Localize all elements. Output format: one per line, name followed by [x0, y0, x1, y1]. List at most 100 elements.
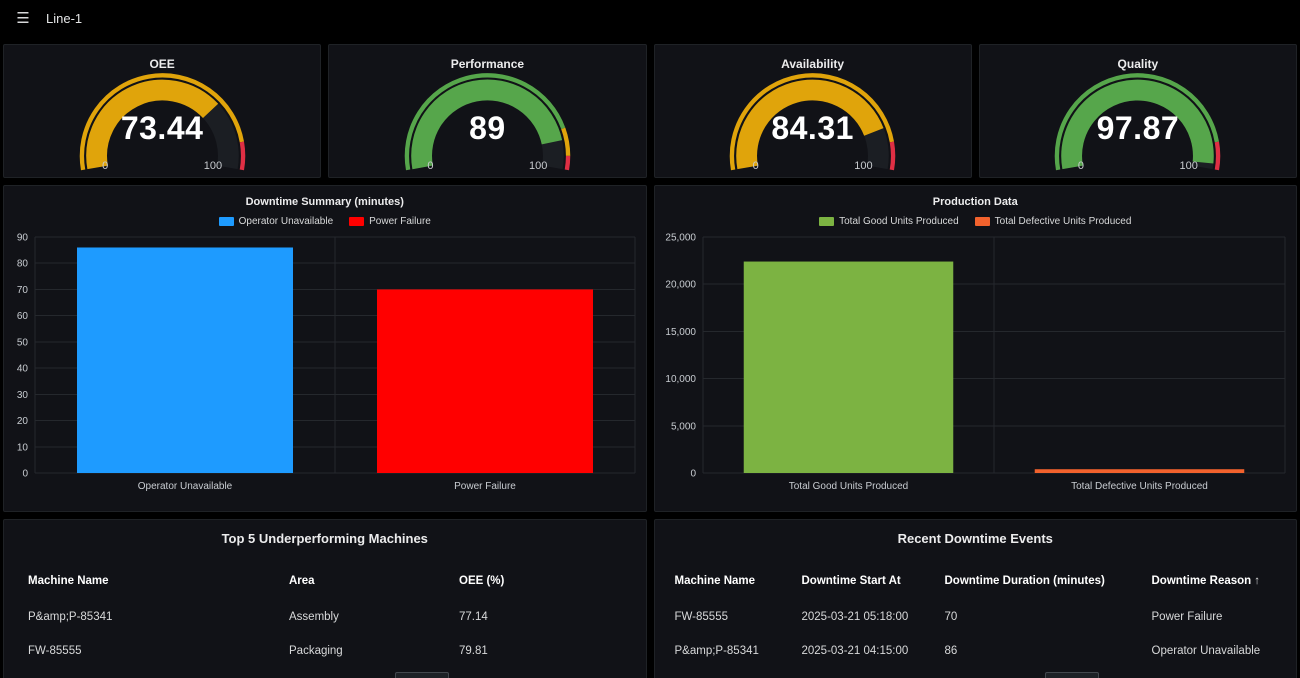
svg-text:25,000: 25,000: [666, 233, 697, 244]
column-header-label: Downtime Reason: [1151, 575, 1252, 587]
panel-recent-downtime-events: Recent Downtime Events Machine Name Down…: [653, 519, 1297, 678]
column-header-oee[interactable]: OEE (%): [459, 575, 505, 587]
panel-production-data: Production Data Total Good Units Produce…: [653, 185, 1297, 512]
svg-text:Power Failure: Power Failure: [454, 481, 516, 492]
dashboard-title[interactable]: Line-1: [46, 10, 83, 26]
quality-gauge-value: 97.87: [1096, 110, 1180, 146]
cell-oee: 77.14: [459, 611, 488, 623]
svg-text:30: 30: [17, 390, 29, 401]
gauge-max-label: 100: [529, 160, 548, 172]
cell-downtime-start: 2025-03-21 04:15:00: [801, 645, 909, 657]
cell-downtime-start: 2025-03-21 05:18:00: [801, 611, 909, 623]
panel-title[interactable]: Performance: [450, 57, 525, 71]
table-pagination-button[interactable]: [1045, 672, 1100, 678]
table-row: FW-85555 2025-03-21 05:18:00 70 Power Fa…: [655, 600, 1297, 634]
cell-oee: 79.81: [459, 645, 488, 657]
performance-gauge-value: 89: [469, 110, 506, 146]
performance-gauge-arc: [404, 73, 571, 171]
cell-downtime-duration: 86: [944, 645, 958, 657]
gauge-min-label: 0: [1077, 160, 1084, 172]
column-header-machine-name[interactable]: Machine Name: [28, 575, 109, 587]
svg-text:10: 10: [17, 442, 29, 453]
column-header-machine-name[interactable]: Machine Name: [674, 575, 756, 587]
panel-title[interactable]: Recent Downtime Events: [897, 531, 1053, 546]
cell-downtime-reason: Power Failure: [1151, 611, 1223, 623]
svg-text:20,000: 20,000: [666, 280, 697, 291]
panel-title[interactable]: Production Data: [932, 196, 1018, 208]
legend-item-defective-units[interactable]: Total Defective Units Produced: [974, 216, 1132, 227]
svg-text:Total Defective Units Produced: Total Defective Units Produced: [1071, 481, 1208, 492]
panel-oee: OEE 73.44 0 100: [3, 44, 322, 178]
app-header: ☰ Line-1: [0, 0, 1300, 36]
svg-text:70: 70: [17, 285, 29, 296]
gauge-min-label: 0: [752, 160, 759, 172]
oee-gauge: 73.44 0 100: [4, 71, 320, 177]
table-row: P&amp;P-85341 Assembly 77.14: [4, 600, 646, 634]
svg-text:80: 80: [17, 259, 29, 270]
svg-text:20: 20: [17, 416, 29, 427]
legend-item-good-units[interactable]: Total Good Units Produced: [819, 216, 959, 227]
availability-gauge-value: 84.31: [771, 110, 854, 146]
panel-quality: Quality 97.87 0 100: [978, 44, 1297, 178]
legend-label: Total Defective Units Produced: [994, 216, 1132, 227]
downtime-events-table: Machine Name Downtime Start At Downtime …: [655, 562, 1297, 668]
svg-text:90: 90: [17, 233, 29, 244]
cell-machine-name: FW-85555: [28, 645, 82, 657]
cell-downtime-reason: Operator Unavailable: [1151, 645, 1261, 657]
svg-text:10,000: 10,000: [666, 374, 697, 385]
cell-downtime-duration: 70: [944, 611, 958, 623]
legend-swatch-icon: [974, 217, 990, 226]
production-bar-chart: 0 5,000 10,000 15,000 20,000 25,000 Total Good…: [666, 233, 1286, 492]
gauge-max-label: 100: [854, 160, 873, 172]
machines-table: Machine Name Area OEE (%) P&amp;P-85341 …: [4, 562, 646, 668]
panel-availability: Availability 84.31 0 100: [653, 44, 972, 178]
gauge-min-label: 0: [102, 160, 109, 172]
cell-machine-name: P&amp;P-85341: [28, 611, 113, 623]
table-row: FW-85555 Packaging 79.81: [4, 634, 646, 668]
panel-title[interactable]: Downtime Summary (minutes): [245, 196, 404, 208]
svg-text:0: 0: [22, 469, 28, 480]
cell-machine-name: P&amp;P-85341: [674, 645, 759, 657]
sort-ascending-icon: ↑: [1254, 575, 1260, 587]
svg-text:40: 40: [17, 364, 29, 375]
table-pagination-button[interactable]: [394, 672, 449, 678]
column-header-downtime-reason[interactable]: Downtime Reason ↑: [1152, 575, 1287, 587]
gauge-max-label: 100: [203, 160, 223, 172]
panel-downtime-summary: Downtime Summary (minutes) Operator Unav…: [3, 185, 647, 512]
performance-gauge: 89 0 100: [329, 71, 645, 177]
chart-legend: Total Good Units Produced Total Defectiv…: [655, 216, 1297, 227]
column-header-downtime-start[interactable]: Downtime Start At: [801, 575, 901, 587]
legend-item-operator-unavailable[interactable]: Operator Unavailable: [218, 216, 334, 227]
hamburger-icon: ☰: [16, 10, 30, 27]
downtime-bar-chart: 0 10 20 30 40 50 60 70 80 90 Operator Unavailable P…: [17, 233, 636, 492]
cell-area: Assembly: [289, 611, 339, 623]
table-header-row: Machine Name Downtime Start At Downtime …: [655, 562, 1297, 600]
svg-text:0: 0: [691, 469, 697, 480]
cell-machine-name: FW-85555: [674, 611, 728, 623]
legend-label: Total Good Units Produced: [839, 216, 959, 227]
availability-gauge-arc: [729, 73, 896, 171]
panel-performance: Performance 89 0 100: [328, 44, 647, 178]
svg-text:60: 60: [17, 311, 29, 322]
panel-top5-underperforming-machines: Top 5 Underperforming Machines Machine N…: [3, 519, 647, 678]
column-header-area[interactable]: Area: [289, 575, 315, 587]
legend-swatch-icon: [349, 217, 365, 226]
legend-label: Operator Unavailable: [238, 216, 334, 227]
svg-text:Total Good Units Produced: Total Good Units Produced: [789, 481, 909, 492]
menu-button[interactable]: ☰: [10, 5, 36, 31]
legend-swatch-icon: [819, 217, 835, 226]
column-header-downtime-duration[interactable]: Downtime Duration (minutes): [944, 575, 1105, 587]
table-header-row: Machine Name Area OEE (%): [4, 562, 646, 600]
gauge-min-label: 0: [427, 160, 434, 172]
legend-item-power-failure[interactable]: Power Failure: [349, 216, 431, 227]
svg-text:50: 50: [17, 337, 29, 348]
panel-title[interactable]: Top 5 Underperforming Machines: [221, 531, 428, 546]
panel-title[interactable]: Quality: [1117, 57, 1159, 71]
svg-text:Operator Unavailable: Operator Unavailable: [138, 481, 233, 492]
panel-title[interactable]: OEE: [149, 57, 175, 71]
panel-title[interactable]: Availability: [781, 57, 845, 71]
availability-gauge: 84.31 0 100: [655, 71, 971, 177]
oee-gauge-arc: [79, 73, 245, 171]
table-row: P&amp;P-85341 2025-03-21 04:15:00 86 Ope…: [655, 634, 1297, 668]
